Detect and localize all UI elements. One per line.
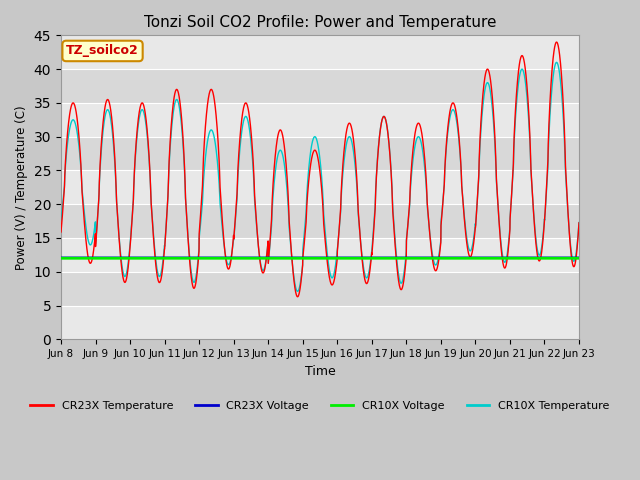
Title: Tonzi Soil CO2 Profile: Power and Temperature: Tonzi Soil CO2 Profile: Power and Temper… [144, 15, 496, 30]
Bar [61, 36, 579, 69]
Bar [61, 170, 579, 204]
Bar [61, 69, 579, 103]
X-axis label: Time: Time [305, 365, 335, 378]
Bar [61, 137, 579, 170]
Y-axis label: Power (V) / Temperature (C): Power (V) / Temperature (C) [15, 105, 28, 270]
Bar [61, 306, 579, 339]
Bar [61, 204, 579, 238]
Bar [61, 238, 579, 272]
Bar [61, 272, 579, 306]
Legend: CR23X Temperature, CR23X Voltage, CR10X Voltage, CR10X Temperature: CR23X Temperature, CR23X Voltage, CR10X … [26, 396, 614, 416]
Text: TZ_soilco2: TZ_soilco2 [66, 45, 139, 58]
Bar [61, 103, 579, 137]
